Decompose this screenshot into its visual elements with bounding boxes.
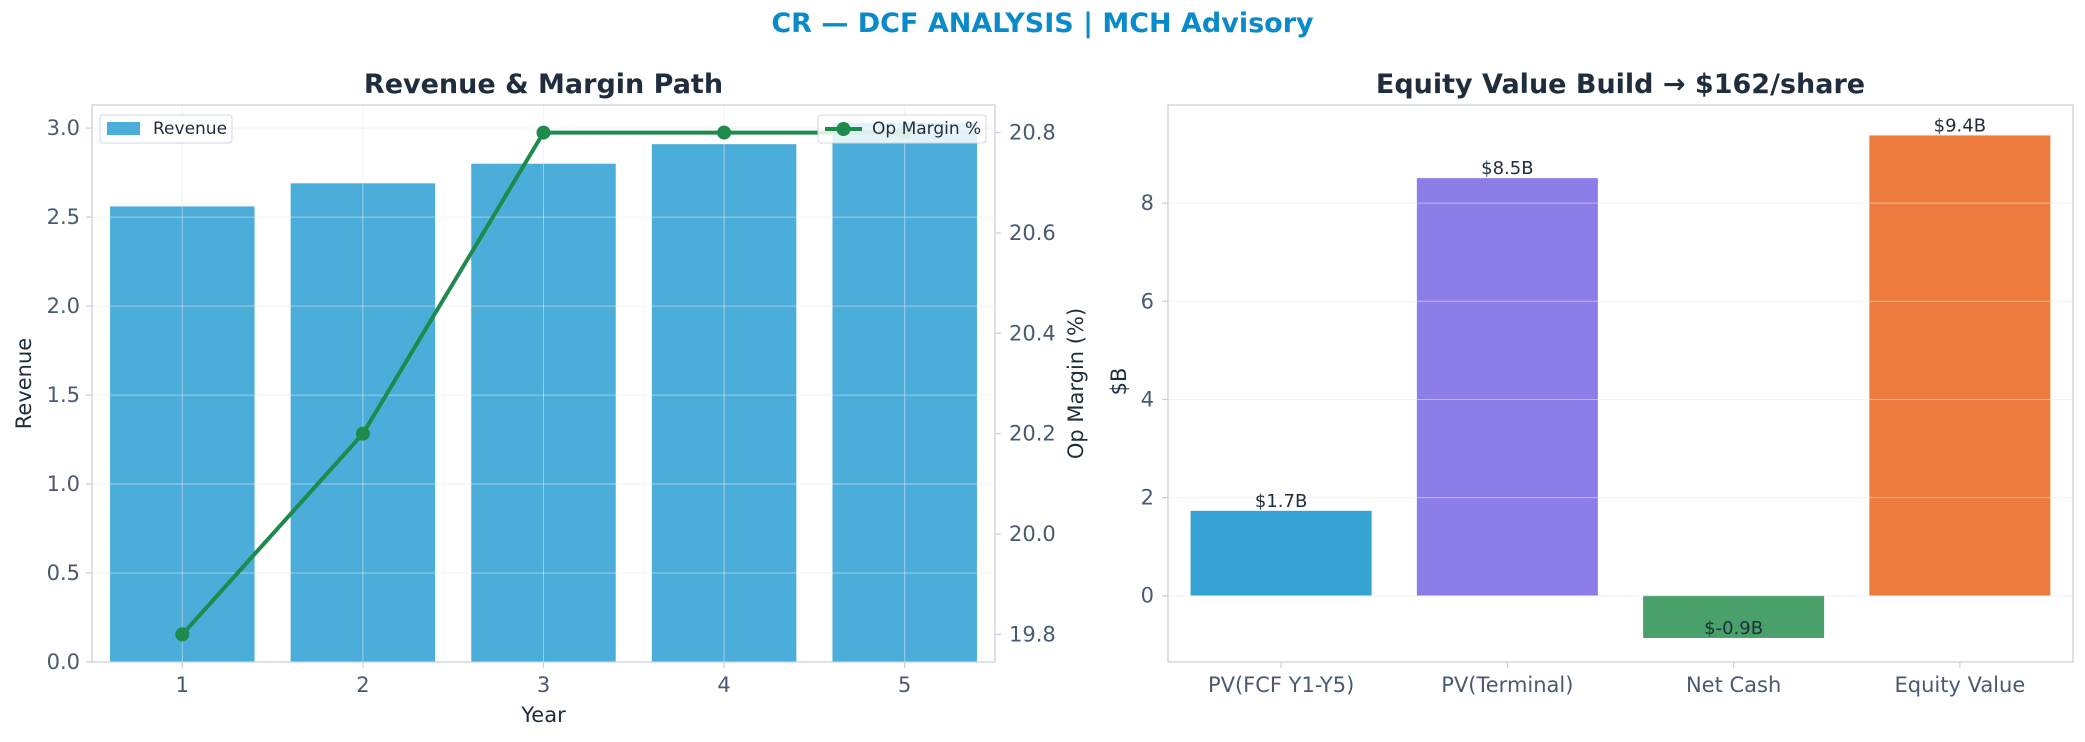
chart1-ytick-label: 1.5 bbox=[47, 383, 80, 407]
chart2-frame bbox=[1167, 104, 2074, 663]
chart1-xtick-label: 4 bbox=[717, 673, 730, 697]
chart1-xlabel: Year bbox=[520, 703, 566, 727]
chart2-ytick-label: 4 bbox=[1141, 387, 1154, 411]
chart1-y2tick-label: 20.2 bbox=[1009, 422, 1056, 446]
chart2-ytick-label: 8 bbox=[1141, 191, 1154, 215]
equity-value-chart: Equity Value Build → $162/share 0 2 4 6 8 PV(F… bbox=[1107, 69, 2074, 697]
chart1-ytick-label: 1.0 bbox=[47, 472, 80, 496]
chart2-ytick-label: 2 bbox=[1141, 486, 1154, 510]
equity-build-bar bbox=[1869, 135, 2051, 596]
chart1-ylabel: Revenue bbox=[12, 338, 36, 429]
chart2-xtick-label: PV(Terminal) bbox=[1441, 673, 1573, 697]
chart1-xtick-label: 5 bbox=[898, 673, 911, 697]
chart1-ytick-label: 0.5 bbox=[47, 561, 80, 585]
op-margin-point bbox=[355, 426, 370, 441]
chart2-ylabel: $B bbox=[1107, 368, 1131, 396]
figure-title: CR — DCF ANALYSIS | MCH Advisory bbox=[771, 8, 1314, 39]
equity-build-bar bbox=[1416, 178, 1598, 596]
op-margin-point bbox=[536, 125, 551, 140]
equity-build-bar bbox=[1190, 510, 1372, 596]
legend-revenue: Revenue bbox=[99, 114, 233, 144]
chart2-xtick-label: Equity Value bbox=[1895, 673, 2026, 697]
chart2-ytick-label: 6 bbox=[1141, 289, 1154, 313]
chart2-ytick-label: 0 bbox=[1141, 584, 1154, 608]
chart2-title: Equity Value Build → $162/share bbox=[1376, 69, 1865, 100]
chart1-ytick-label: 3.0 bbox=[47, 116, 80, 140]
legend-op-margin-marker bbox=[836, 122, 851, 136]
equity-build-data-label: $1.7B bbox=[1255, 491, 1307, 512]
chart1-title: Revenue & Margin Path bbox=[364, 69, 723, 100]
legend-op-margin-box bbox=[817, 114, 987, 144]
revenue-margin-chart: Revenue & Margin Path 0.0 0.5 1.0 1.5 2.0 2.5 3… bbox=[12, 69, 1088, 727]
chart1-y2tick-label: 20.6 bbox=[1009, 221, 1056, 245]
op-margin-point bbox=[717, 125, 732, 140]
chart1-y2tick-label: 20.8 bbox=[1009, 121, 1056, 145]
chart1-y2label: Op Margin (%) bbox=[1064, 308, 1088, 459]
legend-op-margin: Op Margin % bbox=[817, 114, 987, 144]
chart1-ytick-label: 0.0 bbox=[47, 650, 80, 674]
chart1-xtick-label: 1 bbox=[176, 673, 189, 697]
chart1-xtick-label: 3 bbox=[537, 673, 550, 697]
chart1-xtick-label: 2 bbox=[356, 673, 369, 697]
equity-build-data-label: $9.4B bbox=[1934, 115, 1986, 136]
chart1-y2tick-label: 20.4 bbox=[1009, 321, 1056, 345]
chart2-xtick-label: PV(FCF Y1-Y5) bbox=[1208, 673, 1354, 697]
legend-revenue-swatch bbox=[107, 122, 140, 135]
chart2-xtick-label: Net Cash bbox=[1686, 673, 1781, 697]
equity-build-data-label: $-0.9B bbox=[1704, 618, 1763, 639]
chart1-y2tick-label: 19.8 bbox=[1009, 622, 1056, 646]
equity-build-bar bbox=[1643, 595, 1825, 638]
chart1-ytick-label: 2.0 bbox=[47, 294, 80, 318]
chart1-y2tick-label: 20.0 bbox=[1009, 522, 1056, 546]
chart1-ytick-label: 2.5 bbox=[47, 205, 80, 229]
equity-build-data-label: $8.5B bbox=[1481, 158, 1533, 179]
op-margin-point bbox=[175, 627, 190, 642]
legend-revenue-label: Revenue bbox=[153, 119, 227, 139]
legend-op-margin-label: Op Margin % bbox=[872, 119, 981, 139]
